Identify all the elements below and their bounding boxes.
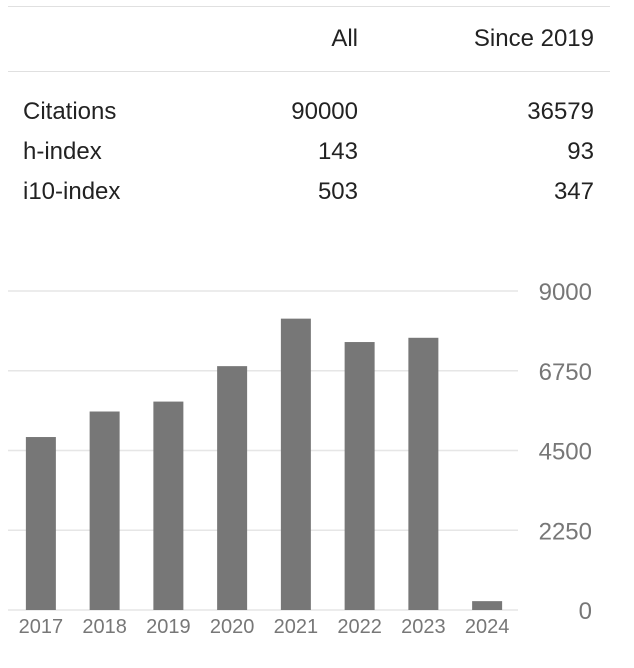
- value-since: 93: [567, 138, 594, 165]
- bar-2020[interactable]: [217, 366, 248, 610]
- y-tick-label: 9000: [539, 279, 592, 306]
- row-label[interactable]: i10-index: [23, 178, 121, 205]
- bar-2024[interactable]: [472, 601, 503, 610]
- value-since: 36579: [527, 98, 594, 125]
- y-tick-label: 0: [579, 598, 592, 625]
- x-tick-label: 2023: [401, 616, 446, 638]
- table-header: All Since 2019: [8, 6, 610, 72]
- x-tick-label: 2024: [465, 616, 510, 638]
- y-tick-label: 4500: [539, 439, 592, 466]
- x-tick-label: 2019: [146, 616, 191, 638]
- row-label[interactable]: h-index: [23, 138, 102, 165]
- stats-row-citations: Citations 90000 36579: [8, 90, 610, 130]
- row-label[interactable]: Citations: [23, 98, 117, 125]
- bar-2017[interactable]: [25, 437, 56, 610]
- column-header-since[interactable]: Since 2019: [473, 25, 594, 52]
- x-tick-label: 2020: [210, 616, 255, 638]
- value-all: 143: [317, 138, 358, 165]
- y-tick-label: 6750: [539, 359, 592, 386]
- bar-2021[interactable]: [280, 318, 311, 610]
- x-tick-label: 2021: [274, 616, 319, 638]
- bar-2019[interactable]: [153, 401, 184, 610]
- stats-row-i10-index: i10-index 503 347: [8, 170, 610, 210]
- bar-2022[interactable]: [344, 342, 375, 610]
- x-tick-label: 2018: [82, 616, 127, 638]
- value-all: 503: [317, 178, 358, 205]
- value-since: 347: [553, 178, 594, 205]
- y-tick-label: 2250: [539, 518, 592, 545]
- bar-2018[interactable]: [89, 411, 120, 610]
- column-header-all[interactable]: All: [331, 25, 358, 52]
- citation-stats-table: All Since 2019 Citations 90000 36579 h-i…: [8, 6, 610, 210]
- x-tick-label: 2017: [19, 616, 64, 638]
- bar-2023[interactable]: [408, 337, 439, 610]
- stats-row-h-index: h-index 143 93: [8, 130, 610, 170]
- x-tick-label: 2022: [337, 616, 382, 638]
- value-all: 90000: [291, 98, 358, 125]
